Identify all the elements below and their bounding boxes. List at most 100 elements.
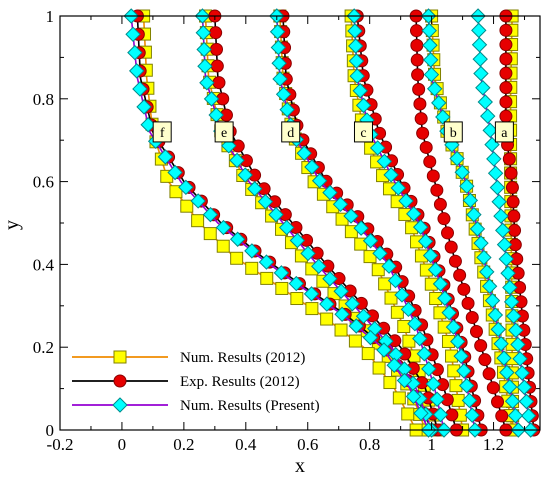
data-point-present-d	[271, 55, 287, 71]
data-point-exp2012-b	[469, 325, 483, 339]
data-point-present-a	[516, 379, 533, 395]
data-point-present-a	[514, 365, 530, 381]
case-label-c: c	[353, 121, 373, 143]
data-point-num2012-f	[372, 361, 386, 375]
data-point-present-e	[257, 193, 274, 210]
data-point-exp2012-b	[416, 126, 430, 140]
data-point-present-d	[362, 233, 379, 249]
data-point-exp2012-b	[419, 140, 433, 154]
data-point-exp2012-a	[506, 195, 520, 209]
data-point-present-f	[178, 179, 194, 196]
data-point-present-d	[275, 86, 292, 103]
data-point-present-d	[429, 391, 445, 407]
data-point-exp2012-a	[502, 152, 516, 166]
x-tick-label: -0.2	[47, 435, 74, 454]
case-label-box-e	[214, 121, 234, 143]
x-axis-label: x	[295, 455, 305, 477]
data-point-exp2012-b	[478, 353, 492, 367]
data-point-present-d	[372, 245, 388, 262]
data-point-exp2012-e	[212, 76, 226, 90]
data-point-present-c	[453, 348, 469, 364]
data-point-present-b	[487, 307, 504, 323]
data-point-present-b	[496, 350, 512, 366]
legend-marker	[113, 374, 127, 388]
data-point-exp2012-a	[499, 81, 513, 95]
legend-label: Num. Results (2012)	[180, 350, 305, 366]
case-label-b: b	[443, 121, 463, 143]
data-point-present-b	[476, 249, 492, 266]
data-point-present-c	[461, 392, 478, 409]
x-tick-label: 0.4	[235, 435, 257, 454]
data-point-present-b	[499, 364, 515, 381]
data-point-present-d	[332, 196, 349, 213]
data-point-present-f	[127, 44, 143, 61]
data-point-present-f	[202, 206, 219, 223]
data-point-present-b	[421, 22, 437, 39]
data-point-present-b	[481, 278, 498, 294]
case-label-text-b: b	[450, 126, 457, 141]
data-point-present-c	[398, 193, 414, 209]
data-point-num2012-f	[260, 271, 274, 285]
data-point-present-a	[498, 251, 514, 267]
case-labels: a b c d e f	[152, 121, 514, 143]
data-point-present-f	[215, 219, 232, 236]
data-point-present-f	[136, 99, 152, 115]
data-point-present-a	[500, 265, 516, 281]
data-point-present-a	[489, 179, 506, 196]
data-point-present-c	[347, 38, 364, 54]
y-tick-label: 0.6	[33, 173, 54, 192]
data-point-present-e	[268, 206, 284, 223]
y-tick-label: 0.2	[33, 338, 54, 357]
data-point-present-b	[454, 164, 470, 180]
data-point-present-d	[304, 159, 320, 175]
data-point-present-a	[503, 294, 520, 310]
data-point-present-c	[347, 23, 363, 39]
data-point-present-b	[431, 95, 447, 111]
data-point-exp2012-a	[505, 180, 519, 194]
legend-entry-1: Exp. Results (2012)	[72, 374, 300, 390]
data-point-present-e	[199, 75, 215, 91]
data-point-present-b	[435, 109, 451, 125]
data-point-exp2012-a	[499, 109, 513, 123]
data-point-present-a	[491, 194, 507, 210]
data-point-present-c	[441, 304, 457, 321]
case-label-text-e: e	[221, 126, 227, 141]
data-point-present-f	[258, 254, 275, 270]
data-point-num2012-f	[361, 347, 375, 361]
data-point-num2012-f	[180, 199, 194, 213]
data-point-present-a	[480, 108, 496, 124]
data-point-present-d	[343, 208, 359, 224]
data-point-present-d	[279, 101, 295, 118]
data-point-present-c	[450, 333, 466, 350]
data-point-exp2012-e	[210, 42, 224, 56]
data-point-exp2012-e	[209, 26, 223, 40]
data-point-present-f	[396, 372, 413, 389]
data-point-present-a	[518, 393, 535, 410]
data-point-present-f	[334, 306, 350, 323]
data-point-present-f	[244, 243, 260, 259]
data-point-present-f	[125, 26, 141, 42]
data-point-exp2012-a	[499, 38, 513, 52]
data-point-exp2012-b	[410, 53, 424, 67]
legend-label: Num. Results (Present)	[180, 398, 320, 414]
data-point-present-f	[132, 81, 148, 97]
data-point-exp2012-b	[437, 212, 451, 226]
data-point-present-e	[247, 181, 263, 197]
case-label-text-a: a	[501, 126, 508, 141]
data-point-exp2012-e	[210, 59, 224, 73]
data-point-present-f	[157, 149, 174, 165]
data-point-exp2012-b	[426, 169, 440, 183]
data-point-num2012-d	[371, 263, 385, 277]
data-point-present-e	[195, 25, 211, 41]
data-point-present-f	[167, 164, 183, 181]
data-point-present-c	[352, 83, 368, 99]
data-point-present-b	[479, 264, 495, 280]
series-exp2012-case-b	[409, 9, 513, 437]
data-point-present-d	[381, 258, 397, 274]
data-point-present-f	[362, 329, 379, 346]
data-point-exp2012-a	[499, 66, 513, 80]
data-point-present-b	[462, 192, 479, 209]
data-point-present-b	[423, 66, 440, 83]
data-point-present-b	[469, 221, 486, 237]
